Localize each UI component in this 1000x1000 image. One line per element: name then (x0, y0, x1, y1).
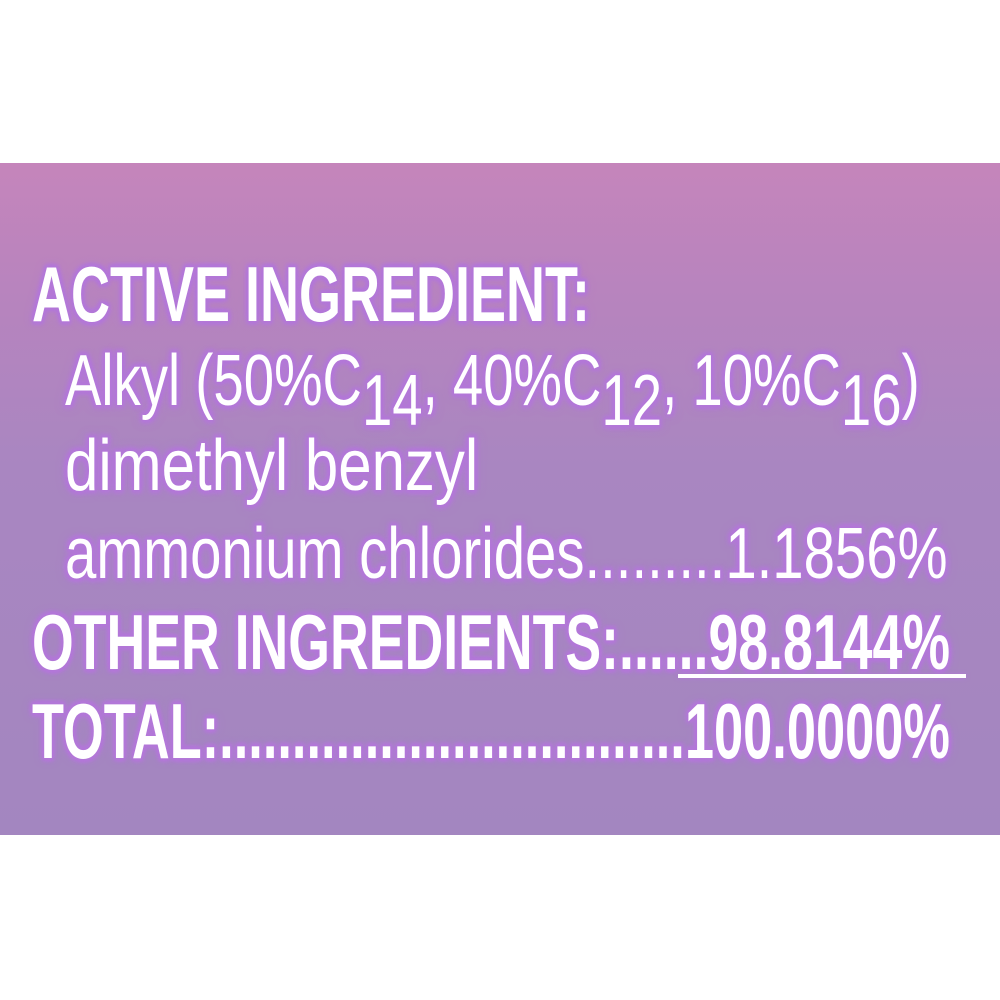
alkyl-suffix: ) (901, 341, 920, 421)
other-ingredients-line: OTHER INGREDIENTS:......98.8144% (32, 603, 950, 681)
other-ingredients-label: OTHER INGREDIENTS:...... (32, 598, 709, 686)
total-line: TOTAL:................................10… (32, 692, 950, 770)
alkyl-mid1: , 40%C (422, 341, 602, 421)
subscript-16: 16 (840, 361, 902, 442)
subscript-14: 14 (361, 361, 423, 442)
total-value: 100.0000% (684, 687, 950, 775)
subscript-12: 12 (601, 361, 663, 442)
total-label: TOTAL:................................ (32, 687, 685, 775)
label-panel (0, 163, 1000, 835)
dimethyl-benzyl-line: dimethyl benzyl (65, 426, 479, 506)
ammonium-chlorides-line: ammonium chlorides.........1.1856% (65, 514, 948, 594)
alkyl-prefix: Alkyl (50%C (65, 341, 362, 421)
other-ingredients-value: 98.8144% (708, 598, 951, 686)
total-rule (678, 674, 966, 678)
alkyl-line: Alkyl (50%C14, 40%C12, 10%C16) (65, 345, 920, 437)
active-ingredient-heading: ACTIVE INGREDIENT: (32, 250, 591, 338)
alkyl-mid2: , 10%C (662, 341, 841, 421)
